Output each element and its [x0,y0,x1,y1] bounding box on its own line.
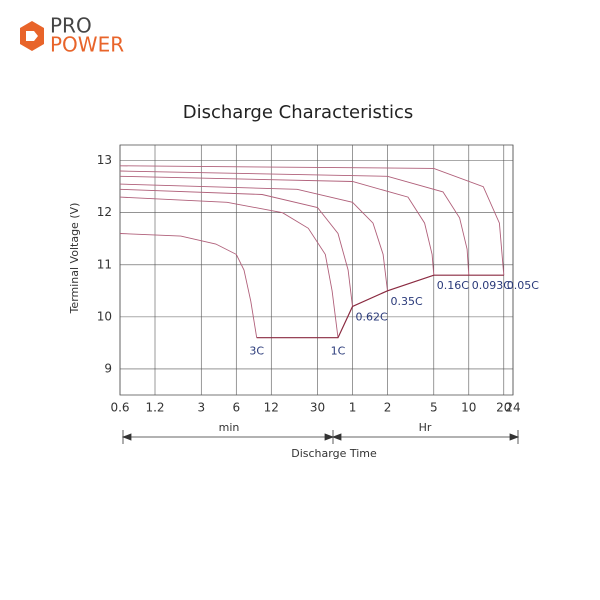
x-tick-label: 2 [384,401,392,415]
discharge-curve [119,233,258,338]
logo-icon-inner [26,31,38,41]
discharge-curve [119,183,388,291]
discharge-curve [119,170,470,276]
y-axis-label: Terminal Voltage (V) [68,203,81,315]
plot-frame [119,144,514,396]
series-label: 0.62C [356,310,388,323]
chart-title: Discharge Characteristics [183,102,413,123]
x-tick-label: 20 [496,401,511,415]
y-tick-label: 9 [104,361,112,375]
x-tick-label: 10 [461,401,476,415]
logo: PRO POWER [20,14,124,57]
x-tick-label: 1 [349,401,357,415]
series-label: 0.35C [391,295,423,308]
x-tick-label: 24 [505,401,520,415]
discharge-curve [119,175,435,276]
series-label: 3C [249,345,264,358]
series-label: 1C [331,345,346,358]
logo-text: POWER [50,33,124,57]
x-tick-label: 30 [310,401,325,415]
x-axis-label: Discharge Time [291,447,377,460]
y-tick-label: 12 [97,205,112,219]
discharge-curve [119,196,339,338]
y-tick-label: 10 [97,309,112,323]
y-tick-label: 11 [97,257,112,271]
discharge-curve [119,188,353,307]
x-tick-label: 5 [430,401,438,415]
cutoff-line [256,274,504,339]
discharge-curve [119,165,505,276]
y-tick-label: 13 [97,153,112,167]
unit-label: min [219,421,240,434]
x-tick-label: 6 [232,401,240,415]
x-tick-label: 0.6 [110,401,129,415]
x-tick-label: 3 [197,401,205,415]
series-label: 0.05C [507,279,539,292]
series-label: 0.16C [437,279,469,292]
logo-text: PRO [50,14,92,38]
x-tick-label: 1.2 [145,401,164,415]
x-tick-label: 12 [264,401,279,415]
series-label: 0.093C [472,279,511,292]
range-arrows [121,430,520,444]
unit-label: Hr [419,421,432,434]
